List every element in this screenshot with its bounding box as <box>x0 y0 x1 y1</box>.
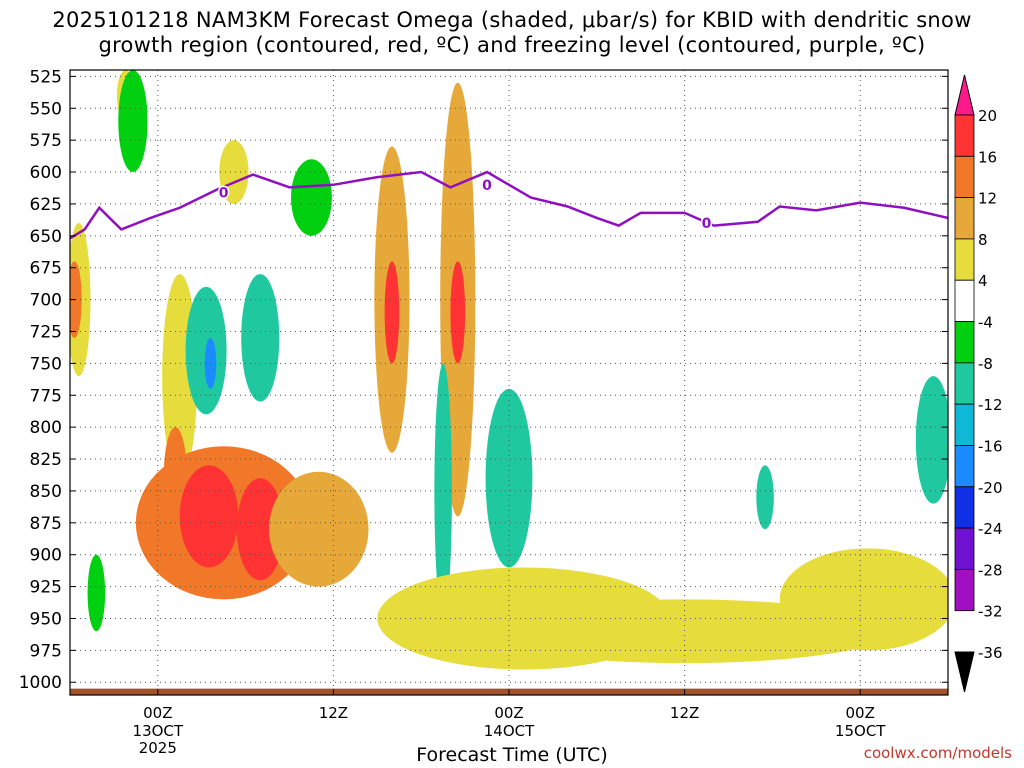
y-tick-label-575: 575 <box>30 131 62 151</box>
x-tick-label-18-0: 12Z <box>319 704 348 722</box>
colorbar-segment-10 <box>954 486 975 529</box>
x-tick-label-54-0: 00Z <box>846 704 875 722</box>
colorbar-label-11: -28 <box>978 561 1003 579</box>
omega-cell-11 <box>87 554 106 632</box>
y-tick-label-525: 525 <box>30 67 62 87</box>
omega-cell-9 <box>290 159 332 236</box>
y-tick-label-675: 675 <box>30 259 62 279</box>
omega-cell-8 <box>241 274 280 402</box>
freezing-level-label-0: 0 <box>219 185 229 201</box>
colorbar-segment-5 <box>954 279 975 322</box>
x-tick-label-30-1: 14OCT <box>484 722 535 740</box>
freezing-level-label-2: 0 <box>702 216 712 232</box>
colorbar-label-12: -32 <box>978 603 1003 621</box>
colorbar-segment-8 <box>954 403 975 446</box>
colorbar-label-0: 20 <box>978 107 997 125</box>
y-tick-label-800: 800 <box>30 418 62 438</box>
colorbar-segment-12 <box>954 568 975 612</box>
freezing-level-label-1: 0 <box>482 178 492 194</box>
colorbar-label-7: -12 <box>978 396 1003 414</box>
y-tick-label-550: 550 <box>30 99 62 119</box>
x-tick-label-6-2: 2025 <box>139 739 177 757</box>
colorbar-label-4: 4 <box>978 272 988 290</box>
chart-title-line-2: growth region (contoured, red, ºC) and f… <box>98 33 926 57</box>
y-tick-label-950: 950 <box>30 609 62 629</box>
colorbar-label-8: -16 <box>978 437 1003 455</box>
colorbar-label-5: -4 <box>978 314 993 332</box>
y-tick-label-850: 850 <box>30 482 62 502</box>
colorbar-segment-9 <box>954 445 975 488</box>
omega-cell-17 <box>384 261 400 364</box>
y-tick-label-625: 625 <box>30 195 62 215</box>
omega-shading <box>70 70 948 695</box>
colorbar-label-2: 12 <box>978 190 997 208</box>
y-tick-label-900: 900 <box>30 546 62 566</box>
y-tick-label-975: 975 <box>30 641 62 661</box>
y-tick-label-875: 875 <box>30 514 62 534</box>
x-tick-label-54-1: 15OCT <box>835 722 886 740</box>
y-tick-label-725: 725 <box>30 322 62 342</box>
x-axis-label: Forecast Time (UTC) <box>416 744 608 766</box>
omega-cell-5 <box>219 140 249 204</box>
x-tick-label-30-0: 00Z <box>494 704 523 722</box>
colorbar-segment-2 <box>954 155 975 199</box>
chart-title-line-1: 2025101218 NAM3KM Forecast Omega (shaded… <box>52 8 972 32</box>
colorbar-segment-7 <box>954 362 975 405</box>
omega-cell-14 <box>236 478 284 581</box>
y-tick-label-700: 700 <box>30 291 62 311</box>
omega-cell-25 <box>915 376 948 504</box>
colorbar-segment-1 <box>954 114 975 157</box>
omega-cell-10 <box>118 70 148 173</box>
colorbar-label-6: -8 <box>978 355 993 373</box>
colorbar-segment-3 <box>954 197 975 240</box>
site-credit: coolwx.com/models <box>863 744 1012 762</box>
y-tick-label-925: 925 <box>30 578 62 598</box>
colorbar-label-1: 16 <box>978 148 997 166</box>
x-tick-label-6-1: 13OCT <box>133 722 184 740</box>
omega-cell-19 <box>450 261 466 364</box>
omega-cell-13 <box>179 465 239 568</box>
omega-cell-20 <box>434 363 452 619</box>
colorbar-max-triangle <box>954 74 975 116</box>
colorbar-label-13: -36 <box>978 644 1003 662</box>
y-tick-label-825: 825 <box>30 450 62 470</box>
y-tick-label-750: 750 <box>30 354 62 374</box>
freezing-level-line <box>69 170 949 240</box>
x-tick-label-42-0: 12Z <box>670 704 699 722</box>
y-tick-label-775: 775 <box>30 386 62 406</box>
colorbar-min-triangle <box>954 651 975 693</box>
y-tick-label-600: 600 <box>30 163 62 183</box>
colorbar-segment-11 <box>954 527 975 570</box>
colorbar-segment-6 <box>954 321 975 364</box>
y-tick-label-1000: 1000 <box>19 673 62 693</box>
omega-cell-15 <box>269 471 369 587</box>
y-tick-label-650: 650 <box>30 227 62 247</box>
colorbar-segment-4 <box>954 238 975 281</box>
colorbar-label-10: -24 <box>978 520 1003 538</box>
colorbar-label-9: -20 <box>978 479 1003 497</box>
omega-cell-26 <box>756 465 774 530</box>
x-tick-label-6-0: 00Z <box>143 704 172 722</box>
colorbar-label-3: 8 <box>978 231 988 249</box>
omega-cell-24 <box>779 548 948 651</box>
